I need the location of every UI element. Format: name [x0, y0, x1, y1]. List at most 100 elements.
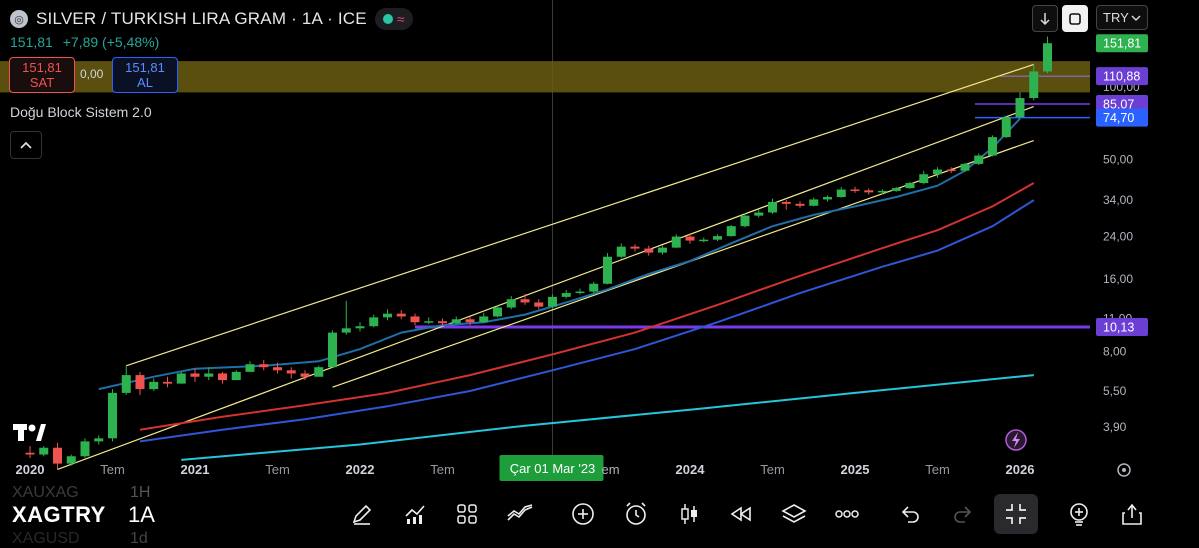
candle — [1001, 115, 1011, 138]
layout-button[interactable] — [451, 498, 483, 530]
price-label-text: 74,70 — [1103, 111, 1134, 125]
candle-body — [163, 381, 172, 384]
watermark-logo — [13, 424, 46, 441]
symbol-prev[interactable]: XAUXAG — [12, 484, 79, 501]
draw-tool-button[interactable] — [346, 498, 378, 530]
candle — [713, 234, 722, 242]
more-icon — [835, 510, 859, 518]
candle — [94, 435, 104, 445]
candle-body — [974, 155, 984, 164]
candle — [493, 304, 502, 318]
candle-body — [438, 321, 447, 324]
collapse-icon — [1006, 504, 1026, 524]
candle — [988, 135, 997, 157]
candle — [616, 243, 626, 259]
price-chart[interactable]: 3,905,508,0011,0016,0024,0034,0050,00100… — [0, 0, 1199, 483]
price-label: 151,81 — [1096, 34, 1148, 53]
more-button[interactable] — [831, 498, 863, 530]
buy-button[interactable]: 151,81 AL — [112, 57, 178, 93]
arrow-down-icon — [1040, 12, 1050, 25]
candle-body — [823, 197, 832, 200]
add-symbol-button[interactable] — [567, 498, 599, 530]
axes: 3,905,508,0011,0016,0024,0034,0050,00100… — [13, 34, 1148, 481]
currency-select[interactable]: TRY — [1096, 5, 1148, 30]
candle-body — [493, 307, 502, 317]
candle — [685, 233, 695, 244]
alert-button[interactable] — [620, 498, 652, 530]
candle-body — [809, 199, 819, 206]
candle — [754, 209, 764, 218]
ma-blue-line — [139, 199, 1035, 443]
candle — [410, 313, 420, 326]
candle-body — [754, 212, 764, 216]
price-label-text: 110,88 — [1103, 70, 1140, 84]
compare-button[interactable] — [504, 498, 536, 530]
symbol-next[interactable]: XAGUSD — [12, 530, 80, 547]
candle — [534, 299, 544, 310]
candle — [369, 314, 379, 328]
candle — [658, 245, 667, 255]
logo-part — [28, 424, 36, 432]
candle — [314, 365, 324, 377]
candle — [108, 389, 117, 442]
candle-body — [1015, 98, 1025, 118]
exit-fullscreen-button[interactable] — [994, 494, 1038, 534]
candle-body — [259, 364, 269, 368]
sell-button[interactable]: 151,81 SAT — [9, 57, 75, 93]
fullscreen-icon — [1069, 12, 1081, 25]
candle-body — [314, 367, 324, 377]
candle-body — [135, 375, 145, 390]
market-open-icon — [382, 14, 393, 24]
candle-body — [108, 392, 117, 439]
compare-icon — [507, 504, 533, 521]
redo-button[interactable] — [947, 498, 979, 530]
candle — [135, 371, 145, 395]
y-tick-label: 16,00 — [1103, 272, 1133, 286]
candle-body — [286, 370, 296, 374]
candle-body — [66, 456, 76, 464]
channel-middle — [57, 105, 1034, 471]
candle-body — [768, 201, 777, 213]
timeframe-prev[interactable]: 1H — [130, 484, 151, 501]
candle-body — [328, 332, 337, 368]
price-label-text: 85,07 — [1103, 97, 1134, 111]
market-status[interactable]: ≈ — [374, 8, 413, 30]
sell-price: 151,81 — [22, 60, 62, 75]
candle-body — [960, 163, 970, 171]
replay-button[interactable] — [725, 498, 757, 530]
candle-body — [520, 299, 530, 303]
candle-body — [548, 296, 557, 307]
share-button[interactable] — [1116, 498, 1148, 530]
candle — [946, 167, 956, 174]
layers-button[interactable] — [778, 498, 810, 530]
collapse-legend-button[interactable] — [10, 131, 42, 159]
timeframe-selector[interactable]: 1A — [128, 502, 155, 527]
x-tick-label: 2026 — [1006, 462, 1035, 477]
y-tick-label: 50,00 — [1103, 153, 1133, 167]
candle — [960, 162, 970, 172]
price-label-text: 10,13 — [1103, 320, 1134, 334]
candle-body — [121, 375, 131, 393]
layers-icon — [781, 504, 807, 523]
candle-body — [589, 283, 599, 292]
gear-inner — [1122, 468, 1126, 472]
candle — [355, 322, 365, 332]
chart-type-button[interactable] — [673, 498, 705, 530]
x-tick-label: Tem — [265, 462, 290, 477]
symbol-selector[interactable]: XAGTRY — [12, 502, 106, 527]
publish-idea-button[interactable] — [1063, 498, 1095, 530]
fullscreen-button[interactable] — [1062, 5, 1088, 32]
chevron-down-icon — [1131, 15, 1141, 21]
x-tick-label: Tem — [430, 462, 455, 477]
zone-band — [0, 61, 1090, 93]
candle-body — [850, 189, 860, 192]
indicators-button[interactable] — [399, 498, 431, 530]
indicator-legend[interactable]: Doğu Block Sistem 2.0 — [10, 104, 152, 120]
redo-icon — [954, 506, 972, 523]
download-button[interactable] — [1032, 5, 1058, 32]
candle-body — [273, 367, 282, 371]
undo-button[interactable] — [894, 498, 926, 530]
symbol-title[interactable]: SILVER / TURKISH LIRA GRAM · 1A · ICE — [36, 9, 367, 28]
timeframe-next[interactable]: 1d — [130, 530, 148, 547]
candle-body — [905, 183, 915, 189]
